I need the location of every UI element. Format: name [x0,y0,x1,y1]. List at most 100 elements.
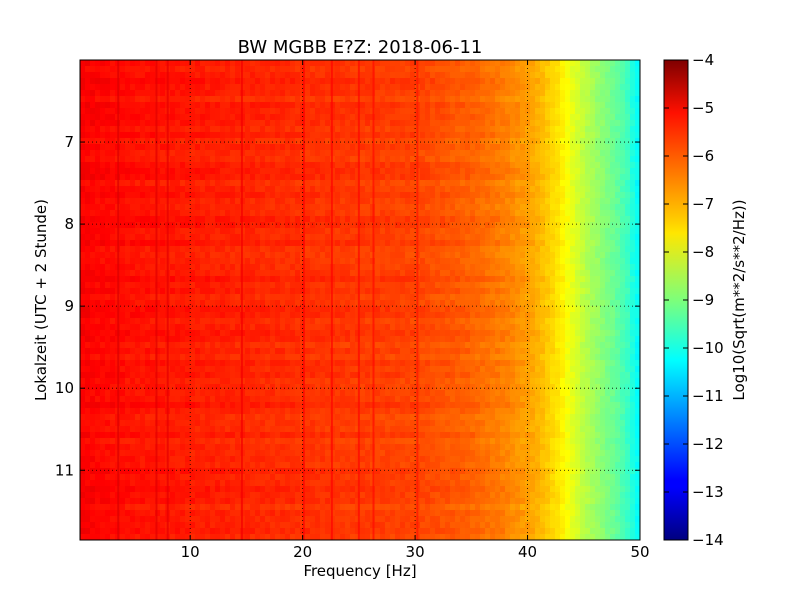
heatmap-cell [295,270,301,277]
heatmap-cell [180,282,186,289]
heatmap-cell [255,216,261,223]
heatmap-cell [110,120,116,127]
heatmap-cell [400,132,406,139]
heatmap-cell [590,192,596,199]
heatmap-cell [245,228,251,235]
heatmap-cell [105,126,111,133]
heatmap-cell [475,168,481,175]
heatmap-cell [335,132,341,139]
heatmap-cell [465,228,471,235]
heatmap-cell [600,288,606,295]
heatmap-cell [85,144,91,151]
heatmap-cell [215,144,221,151]
heatmap-cell [485,132,491,139]
heatmap-cell [265,312,271,319]
heatmap-cell [185,114,191,121]
heatmap-cell [260,252,266,259]
heatmap-cell [480,174,486,181]
heatmap-cell [120,138,126,145]
heatmap-cell [190,144,196,151]
heatmap-cell [100,228,106,235]
heatmap-cell [350,318,356,325]
heatmap-cell [180,198,186,205]
heatmap-cell [270,138,276,145]
heatmap-cell [515,288,521,295]
heatmap-cell [470,186,476,193]
heatmap-cell [485,108,491,115]
heatmap-cell [355,216,361,223]
heatmap-cell [630,300,636,307]
heatmap-cell [95,192,101,199]
heatmap-cell [525,120,531,127]
heatmap-cell [375,78,381,85]
heatmap-cell [410,288,416,295]
heatmap-cell [585,228,591,235]
heatmap-cell [390,228,396,235]
heatmap-cell [515,162,521,169]
heatmap-cell [550,96,556,103]
heatmap-cell [460,72,466,79]
heatmap-cell [155,282,161,289]
heatmap-cell [445,66,451,73]
heatmap-cell [610,156,616,163]
heatmap-cell [160,246,166,253]
heatmap-cell [590,204,596,211]
heatmap-cell [285,84,291,91]
heatmap-cell [440,198,446,205]
heatmap-cell [220,192,226,199]
heatmap-cell [200,306,206,313]
heatmap-cell [170,276,176,283]
heatmap-cell [575,234,581,241]
heatmap-cell [540,222,546,229]
heatmap-cell [445,174,451,181]
heatmap-cell [145,318,151,325]
heatmap-cell [560,132,566,139]
heatmap-cell [130,120,136,127]
heatmap-cell [515,114,521,121]
heatmap-cell [100,186,106,193]
heatmap-cell [440,306,446,313]
heatmap-cell [255,300,261,307]
heatmap-cell [80,312,86,319]
heatmap-cell [205,312,211,319]
heatmap-cell [425,204,431,211]
heatmap-cell [580,252,586,259]
heatmap-cell [305,300,311,307]
heatmap-cell [615,246,621,253]
heatmap-cell [195,174,201,181]
heatmap-cell [435,138,441,145]
heatmap-cell [425,186,431,193]
heatmap-cell [610,102,616,109]
heatmap-cell [470,198,476,205]
heatmap-cell [485,96,491,103]
heatmap-cell [390,144,396,151]
heatmap-cell [585,162,591,169]
heatmap-cell [520,192,526,199]
heatmap-cell [110,60,116,67]
heatmap-cell [360,150,366,157]
heatmap-cell [475,120,481,127]
heatmap-cell [590,162,596,169]
heatmap-cell [375,144,381,151]
heatmap-cell [145,90,151,97]
heatmap-cell [550,246,556,253]
heatmap-cell [160,258,166,265]
heatmap-cell [470,288,476,295]
heatmap-cell [430,294,436,301]
heatmap-cell [190,324,196,331]
heatmap-cell [290,276,296,283]
heatmap-cell [440,126,446,133]
heatmap-cell [510,300,516,307]
heatmap-cell [585,288,591,295]
heatmap-cell [620,60,626,67]
heatmap-cell [150,72,156,79]
heatmap-cell [235,288,241,295]
heatmap-cell [500,276,506,283]
heatmap-cell [85,210,91,217]
heatmap-cell [95,72,101,79]
heatmap-cell [220,204,226,211]
heatmap-cell [200,276,206,283]
heatmap-cell [395,168,401,175]
heatmap-cell [580,60,586,67]
heatmap-cell [360,162,366,169]
